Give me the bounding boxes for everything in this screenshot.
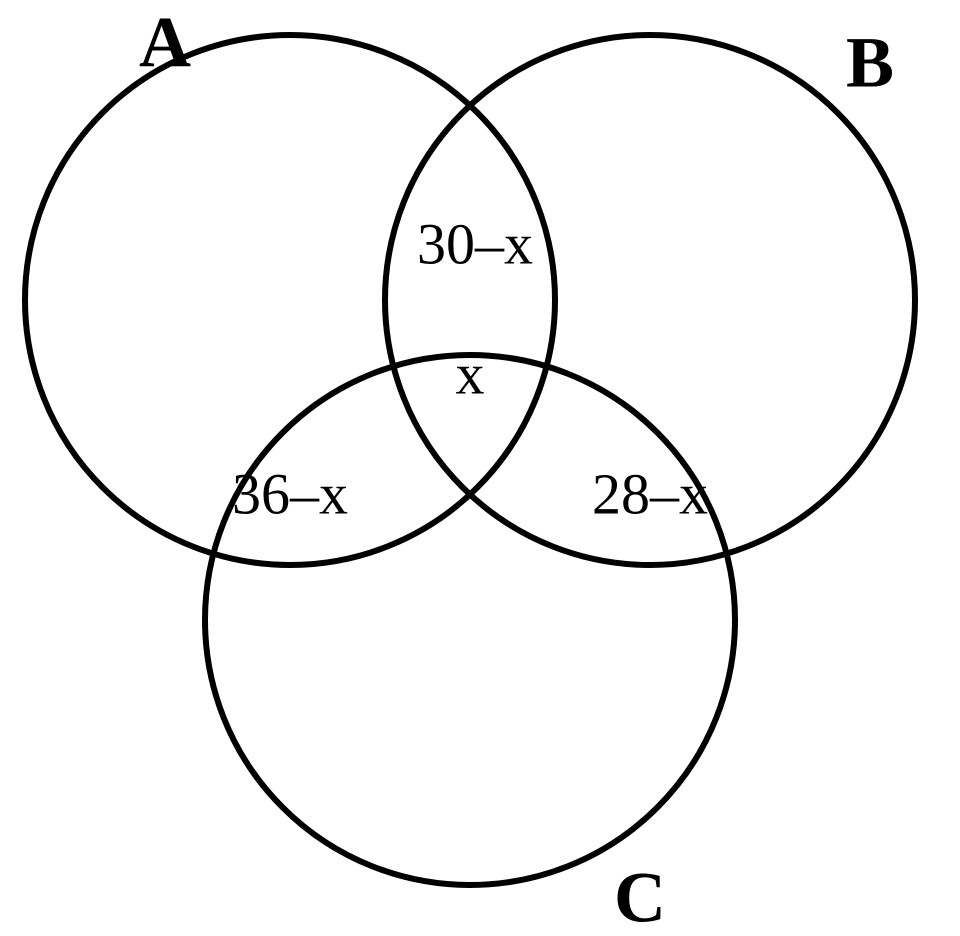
region-ab-label: 30–x [417,211,533,276]
circle-c [205,355,735,885]
region-bc-label: 28–x [592,461,708,526]
region-ac-label: 36–x [232,461,348,526]
venn-diagram: A B C 30–x x 36–x 28–x [0,0,960,936]
set-label-b: B [846,23,894,103]
set-label-a: A [139,3,191,83]
region-abc-label: x [456,341,485,406]
set-label-c: C [614,858,666,936]
region-labels-group: 30–x x 36–x 28–x [232,211,708,526]
circles-group [25,35,915,885]
